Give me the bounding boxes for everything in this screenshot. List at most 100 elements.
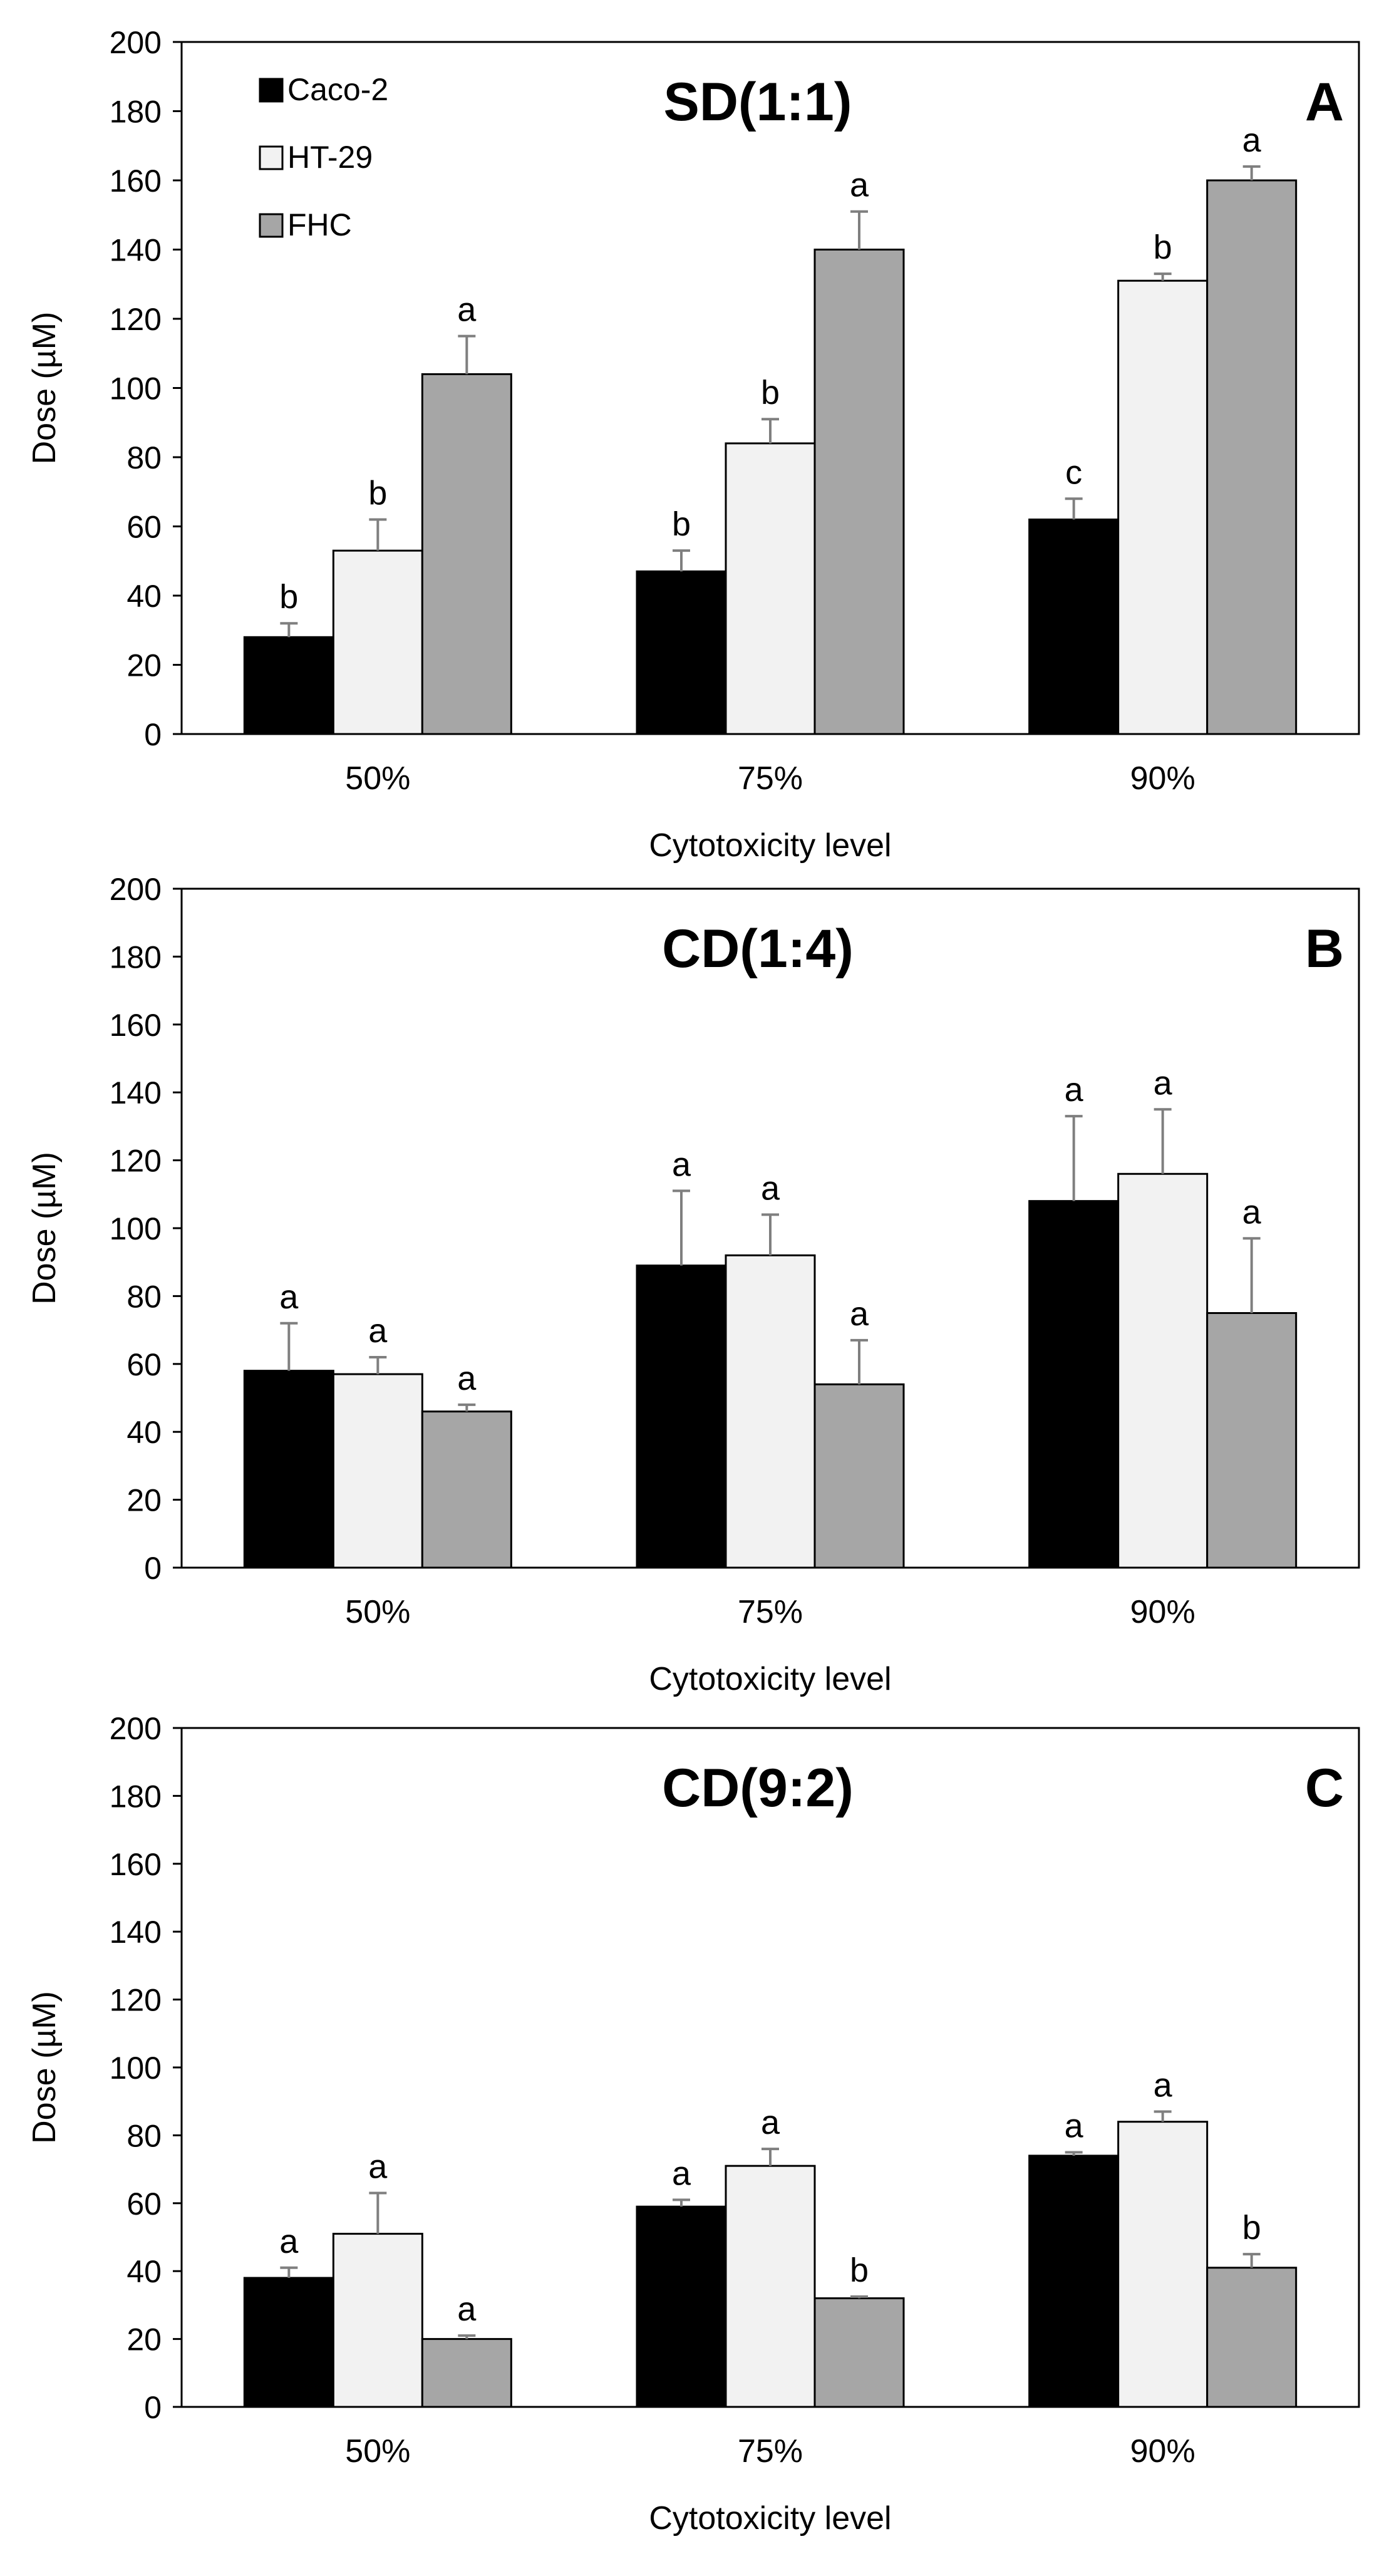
y-tick-label: 200: [110, 25, 162, 60]
y-tick-label: 20: [126, 1483, 162, 1518]
y-tick-label: 140: [110, 1915, 162, 1950]
significance-label: c: [1065, 453, 1082, 491]
significance-label: a: [457, 2290, 477, 2328]
bar-caco-2: [1028, 518, 1120, 735]
y-tick-label: 120: [110, 1144, 162, 1179]
significance-label: a: [761, 1169, 780, 1207]
y-axis-label: Dose (µM): [26, 312, 63, 465]
x-tick-label: 50%: [345, 760, 410, 797]
bar-caco-2: [243, 636, 334, 735]
bar-fhc: [421, 373, 512, 735]
bar-fhc: [1206, 1312, 1298, 1569]
bar-caco-2: [243, 1370, 334, 1569]
y-tick-label: 200: [110, 1711, 162, 1746]
legend: Caco-2 HT-29 FHC: [259, 72, 388, 242]
bar-ht-29: [725, 1254, 816, 1569]
x-tick-label: 50%: [345, 2433, 410, 2470]
legend-swatch: [259, 213, 284, 238]
significance-label: b: [368, 474, 387, 512]
y-tick-label: 40: [126, 1415, 162, 1450]
y-tick-label: 40: [126, 579, 162, 614]
significance-label: b: [761, 374, 780, 411]
bar-ht-29: [332, 1373, 423, 1569]
y-tick-label: 180: [110, 1779, 162, 1814]
x-axis-label: Cytotoxicity level: [649, 827, 891, 864]
y-tick-label: 40: [126, 2254, 162, 2289]
y-axis-label: Dose (µM): [26, 1152, 63, 1305]
significance-label: a: [368, 1312, 388, 1350]
significance-label: a: [1065, 2108, 1084, 2145]
legend-label: HT-29: [287, 140, 373, 175]
x-axis-label: Cytotoxicity level: [649, 2500, 891, 2537]
significance-label: a: [368, 2148, 388, 2186]
y-tick-label: 60: [126, 510, 162, 545]
significance-label: a: [1065, 1071, 1084, 1109]
bar-ht-29: [332, 2233, 423, 2408]
x-tick-label: 90%: [1130, 1594, 1195, 1630]
y-axis-label: Dose (µM): [26, 1991, 63, 2144]
bar-caco-2: [1028, 1200, 1120, 1569]
legend-label: Caco-2: [287, 72, 388, 107]
chart-title: CD(1:4): [662, 919, 854, 979]
y-tick-label: 160: [110, 1008, 162, 1043]
x-tick-label: 90%: [1130, 760, 1195, 797]
y-tick-label: 200: [110, 872, 162, 907]
significance-label: a: [672, 1146, 691, 1183]
bar-ht-29: [332, 549, 423, 735]
bar-fhc: [421, 1410, 512, 1569]
significance-label: a: [457, 1360, 477, 1397]
bar-ht-29: [1117, 2121, 1209, 2408]
chart-title: CD(9:2): [662, 1758, 854, 1818]
bar-ht-29: [1117, 279, 1209, 735]
bar-caco-2: [243, 2277, 334, 2408]
y-tick-label: 160: [110, 163, 162, 199]
significance-label: b: [279, 578, 298, 616]
y-tick-label: 140: [110, 233, 162, 268]
y-tick-label: 80: [126, 440, 162, 475]
y-tick-label: 60: [126, 2186, 162, 2222]
significance-label: a: [672, 2154, 691, 2192]
y-tick-label: 80: [126, 2118, 162, 2153]
bar-ht-29: [1117, 1172, 1209, 1569]
significance-label: a: [850, 167, 869, 204]
significance-label: a: [279, 2223, 299, 2260]
y-tick-label: 0: [144, 717, 162, 752]
significance-label: a: [850, 1295, 869, 1333]
y-tick-label: 120: [110, 1983, 162, 2018]
bar-caco-2: [636, 570, 727, 735]
bar-caco-2: [1028, 2154, 1120, 2408]
legend-swatch: [259, 145, 284, 170]
y-tick-label: 180: [110, 95, 162, 130]
significance-label: b: [1242, 2209, 1261, 2247]
significance-label: a: [761, 2104, 780, 2141]
x-tick-label: 75%: [738, 1594, 803, 1630]
y-tick-label: 0: [144, 1551, 162, 1586]
panel-letter: B: [1305, 919, 1344, 979]
y-tick-label: 160: [110, 1847, 162, 1882]
panel-letter: C: [1305, 1758, 1344, 1818]
bar-fhc: [813, 249, 905, 735]
bar-fhc: [1206, 2267, 1298, 2408]
y-tick-label: 120: [110, 302, 162, 337]
bar-ht-29: [725, 2165, 816, 2408]
significance-label: a: [1154, 2066, 1173, 2104]
significance-label: a: [1242, 1193, 1262, 1231]
legend-swatch: [259, 78, 284, 103]
chart-title: SD(1:1): [663, 72, 852, 132]
panel-letter: A: [1305, 72, 1344, 132]
x-tick-label: 50%: [345, 1594, 410, 1630]
y-tick-label: 180: [110, 939, 162, 975]
significance-label: a: [1154, 1064, 1173, 1102]
y-tick-label: 100: [110, 1211, 162, 1246]
y-tick-label: 20: [126, 648, 162, 683]
significance-label: a: [457, 291, 477, 329]
bar-caco-2: [636, 2205, 727, 2408]
significance-label: a: [1242, 122, 1262, 159]
chart-panel-b: 0 20 40 60 80 100 120 140 160 180 200 Dose (µM) Cyto…: [26, 872, 1360, 1697]
y-tick-label: 140: [110, 1075, 162, 1110]
bar-fhc: [813, 2297, 905, 2408]
y-tick-label: 80: [126, 1279, 162, 1314]
bar-ht-29: [725, 442, 816, 735]
significance-label: b: [1154, 229, 1172, 266]
